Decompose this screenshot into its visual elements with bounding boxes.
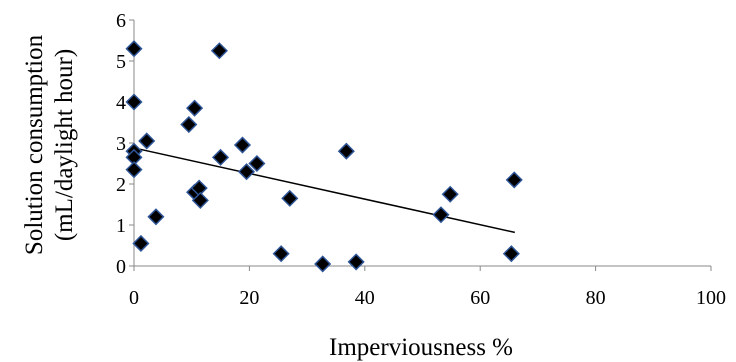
data-points — [125, 40, 523, 273]
data-point — [147, 208, 165, 226]
y-tick-label: 3 — [116, 133, 126, 155]
data-point — [272, 245, 290, 263]
data-point — [211, 148, 230, 166]
x-tick-label: 80 — [586, 287, 606, 309]
data-point — [210, 42, 228, 60]
data-point — [347, 253, 365, 271]
data-point — [314, 255, 332, 273]
trendline — [133, 147, 515, 234]
data-point — [125, 40, 143, 58]
data-point — [502, 245, 520, 263]
data-point — [248, 154, 266, 173]
y-tick-label: 4 — [116, 92, 126, 114]
data-point — [191, 191, 209, 209]
x-axis-title: Imperviousness % — [329, 334, 513, 361]
data-point — [237, 163, 256, 181]
data-point — [138, 132, 156, 150]
data-point — [281, 189, 299, 207]
data-point — [125, 93, 143, 111]
data-point — [233, 136, 252, 154]
y-tick-label: 5 — [116, 51, 126, 73]
y-tick-label: 6 — [116, 10, 126, 32]
y-axis-title-line1: Solution consumption — [21, 34, 48, 255]
data-point — [186, 99, 204, 117]
data-point — [505, 171, 523, 189]
x-tick-label: 20 — [239, 287, 259, 309]
data-point — [125, 161, 143, 179]
data-point — [432, 206, 450, 224]
trendline-group — [133, 147, 515, 234]
y-tick-label: 2 — [116, 174, 126, 196]
data-point — [132, 234, 150, 253]
y-axis-title-line2: (mL/daylight hour) — [51, 49, 78, 241]
data-point — [180, 115, 198, 134]
x-tick-label: 60 — [470, 287, 490, 309]
data-point — [441, 185, 459, 203]
y-tick-label: 1 — [116, 215, 126, 237]
y-tick-label: 0 — [116, 256, 126, 278]
x-tick-label: 0 — [129, 287, 139, 309]
x-tick-label: 40 — [355, 287, 375, 309]
x-axis: 0 20 40 60 80 100 — [129, 265, 726, 309]
y-axis: 0 1 2 3 4 5 6 — [116, 10, 135, 278]
x-tick-label: 100 — [696, 287, 726, 309]
data-point — [337, 142, 355, 160]
